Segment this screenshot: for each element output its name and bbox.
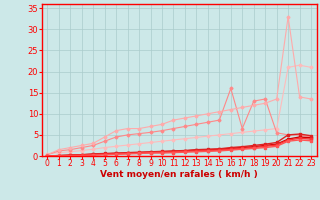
X-axis label: Vent moyen/en rafales ( km/h ): Vent moyen/en rafales ( km/h ): [100, 170, 258, 179]
